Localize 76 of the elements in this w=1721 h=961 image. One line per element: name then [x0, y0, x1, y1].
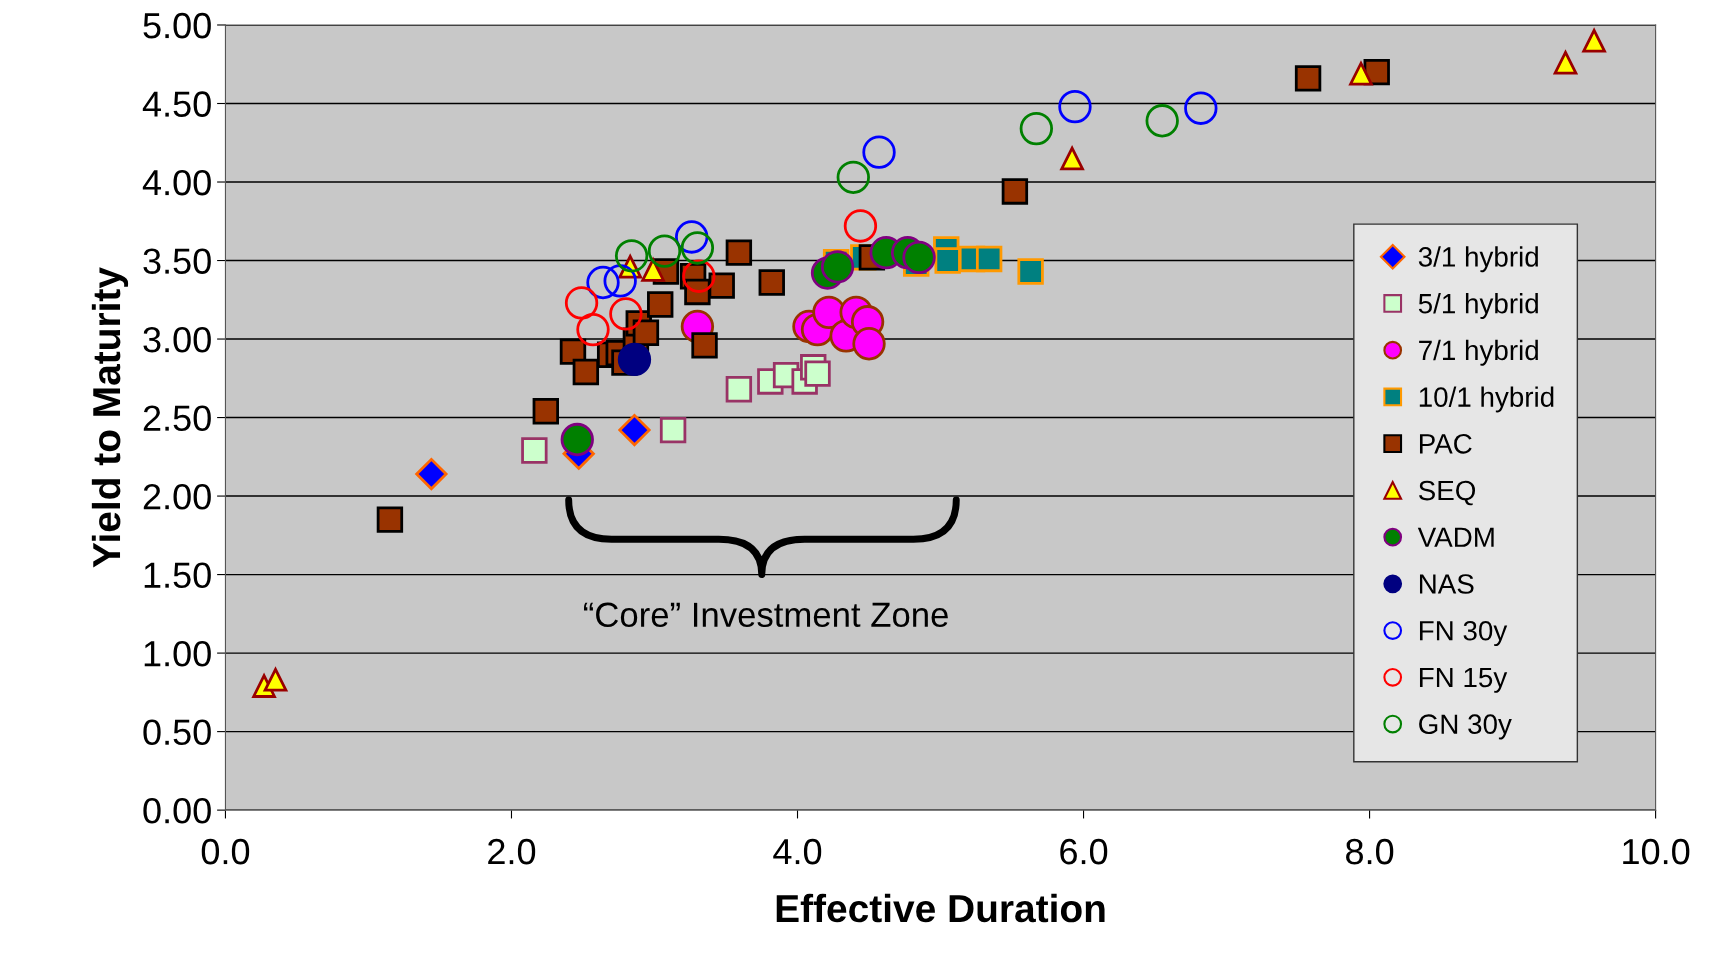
- point: [1060, 146, 1084, 171]
- point: [521, 437, 548, 464]
- y-tick-label: 3.50: [143, 248, 211, 274]
- point: [1294, 65, 1322, 92]
- x-tick-label: 10.0: [1623, 838, 1690, 865]
- point: [647, 234, 682, 268]
- point: [1145, 104, 1179, 138]
- point: [560, 422, 594, 457]
- point: [609, 297, 643, 331]
- point: [576, 312, 610, 347]
- point: [758, 269, 785, 296]
- legend-label: 10/1 hybrid: [1419, 386, 1554, 413]
- x-tick-label: 2.0: [488, 838, 536, 865]
- legend-label: PAC: [1419, 433, 1472, 454]
- y-tick-label: 4.50: [142, 91, 211, 117]
- point: [804, 360, 831, 387]
- y-tick-label: 2.00: [143, 483, 211, 510]
- point: [1184, 91, 1218, 125]
- point: [902, 240, 936, 275]
- point: [263, 667, 288, 692]
- point: [1553, 50, 1578, 75]
- x-tick-label: 4.0: [773, 838, 822, 865]
- y-tick-label: 0.50: [143, 719, 211, 746]
- legend-label: NAS: [1419, 574, 1474, 594]
- point: [934, 247, 961, 274]
- point: [843, 209, 878, 243]
- y-axis-title: Yield to Maturity: [91, 267, 129, 568]
- legend-label: GN 30y: [1419, 714, 1512, 740]
- point: [862, 135, 896, 169]
- x-tick-label: 8.0: [1346, 838, 1394, 865]
- point: [680, 231, 715, 265]
- point: [647, 291, 674, 318]
- point: [975, 245, 1003, 273]
- y-tick-label: 3.00: [143, 326, 211, 353]
- legend-label: FN 30y: [1419, 620, 1508, 647]
- point: [1019, 111, 1054, 146]
- point: [572, 358, 600, 386]
- point: [725, 376, 753, 403]
- point: [725, 239, 753, 266]
- point: [852, 327, 886, 361]
- legend-label: 5/1 hybrid: [1418, 293, 1538, 319]
- y-tick-label: 2.50: [143, 405, 211, 431]
- legend-label: VADM: [1417, 527, 1494, 547]
- point: [1001, 178, 1029, 205]
- point: [682, 259, 716, 293]
- point: [708, 272, 735, 299]
- point: [564, 286, 599, 320]
- legend-label: FN 15y: [1419, 667, 1508, 693]
- point: [415, 457, 448, 491]
- y-tick-label: 1.00: [144, 640, 211, 667]
- legend-label: 3/1 hybrid: [1418, 246, 1538, 273]
- point: [641, 258, 665, 282]
- point: [1017, 258, 1044, 285]
- y-tick-label: 0.00: [143, 797, 211, 824]
- point: [376, 506, 404, 533]
- legend-label: 7/1 hybrid: [1419, 339, 1538, 366]
- y-tick-label: 4.00: [142, 169, 211, 196]
- point: [617, 342, 652, 377]
- legend-label: SEQ: [1418, 480, 1476, 506]
- point: [836, 160, 870, 194]
- point: [659, 416, 687, 444]
- point: [691, 332, 718, 359]
- y-tick-label: 1.50: [144, 562, 211, 589]
- point: [632, 319, 660, 346]
- x-tick-label: 6.0: [1060, 838, 1108, 865]
- point: [532, 398, 559, 425]
- point: [1349, 61, 1373, 86]
- x-axis-title: Effective Duration: [776, 893, 1105, 923]
- x-tick-label: 0.0: [201, 838, 250, 865]
- point: [1582, 28, 1606, 53]
- point: [603, 264, 637, 298]
- point: [618, 414, 651, 447]
- annotation: “Core” Investment Zone: [584, 602, 948, 628]
- y-tick-label: 5.00: [143, 12, 211, 39]
- point: [614, 239, 649, 273]
- point: [1058, 89, 1092, 124]
